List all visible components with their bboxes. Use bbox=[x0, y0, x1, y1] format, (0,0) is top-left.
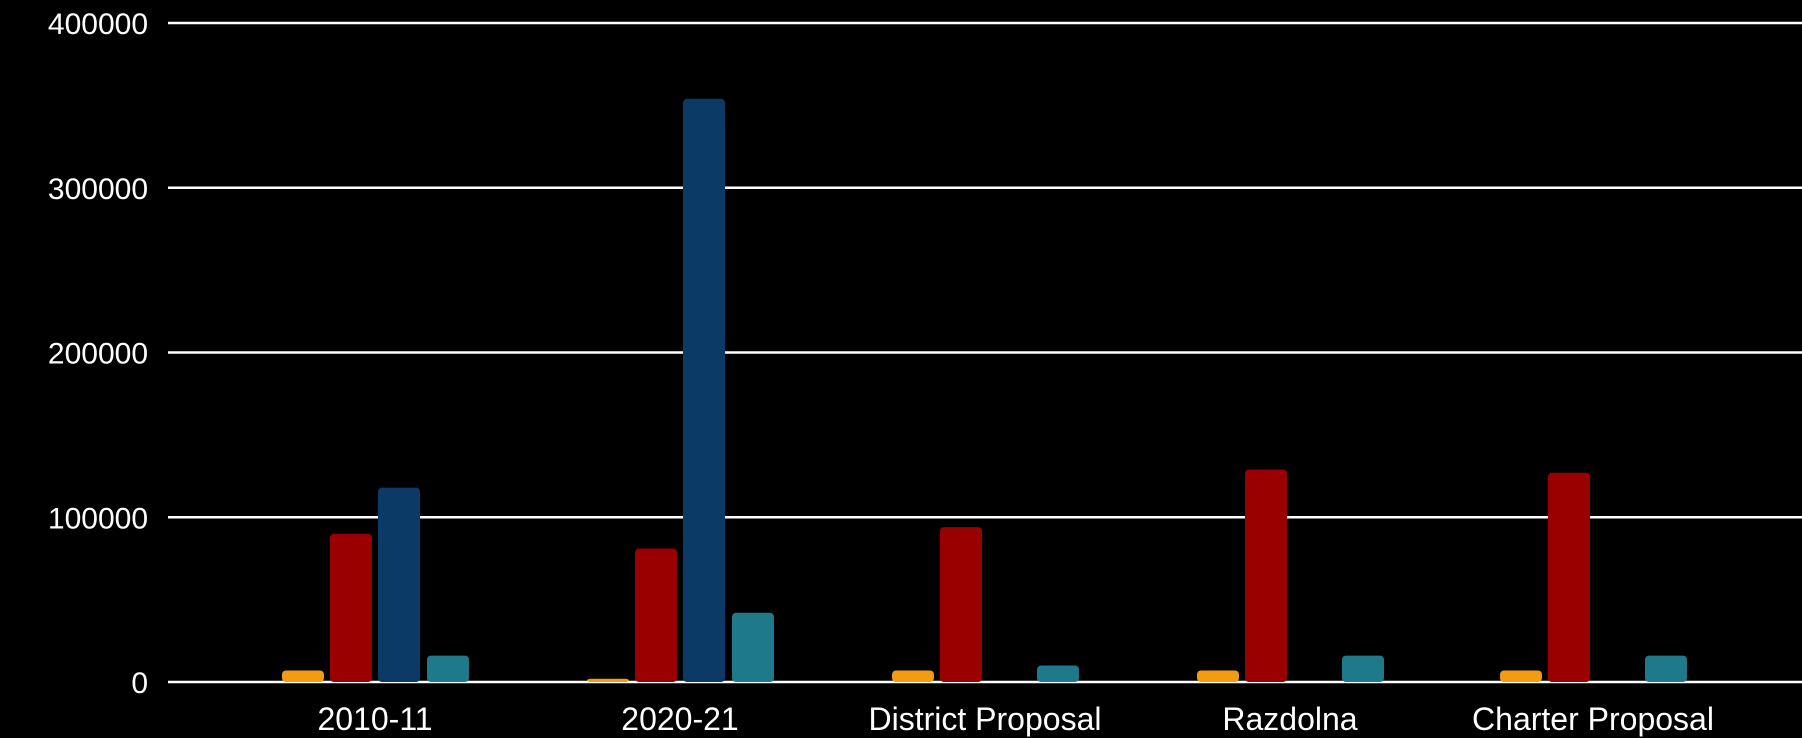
bar bbox=[940, 527, 982, 682]
bar bbox=[587, 678, 629, 682]
x-category-label: Charter Proposal bbox=[1472, 701, 1714, 737]
x-category-label: District Proposal bbox=[869, 701, 1102, 737]
y-tick-label: 200000 bbox=[48, 338, 148, 371]
bar bbox=[1342, 655, 1384, 682]
y-tick-label: 100000 bbox=[48, 502, 148, 535]
bar bbox=[330, 533, 372, 682]
x-category-label: 2020-21 bbox=[621, 701, 738, 737]
bar bbox=[1548, 472, 1590, 682]
x-category-label: 2010-11 bbox=[317, 701, 432, 737]
bar bbox=[1037, 665, 1079, 682]
x-category-label: Razdolna bbox=[1222, 701, 1357, 737]
y-tick-label: 0 bbox=[131, 667, 148, 700]
bar bbox=[683, 98, 725, 682]
bar bbox=[1197, 670, 1239, 682]
y-tick-label: 400000 bbox=[48, 8, 148, 41]
bar bbox=[378, 487, 420, 682]
bars bbox=[282, 98, 1687, 682]
x-axis-category-labels: 2010-11 2020-21 District Proposal Razdolna C… bbox=[317, 701, 1713, 737]
bar bbox=[1245, 469, 1287, 682]
bar bbox=[427, 655, 469, 682]
bar bbox=[635, 548, 677, 682]
bar bbox=[282, 670, 324, 682]
y-tick-label: 300000 bbox=[48, 173, 148, 206]
y-axis-tick-labels: 0 100000 200000 300000 400000 bbox=[48, 8, 148, 700]
bar bbox=[732, 612, 774, 682]
bar bbox=[1500, 670, 1542, 682]
bar bbox=[1645, 655, 1687, 682]
bar bbox=[892, 670, 934, 682]
